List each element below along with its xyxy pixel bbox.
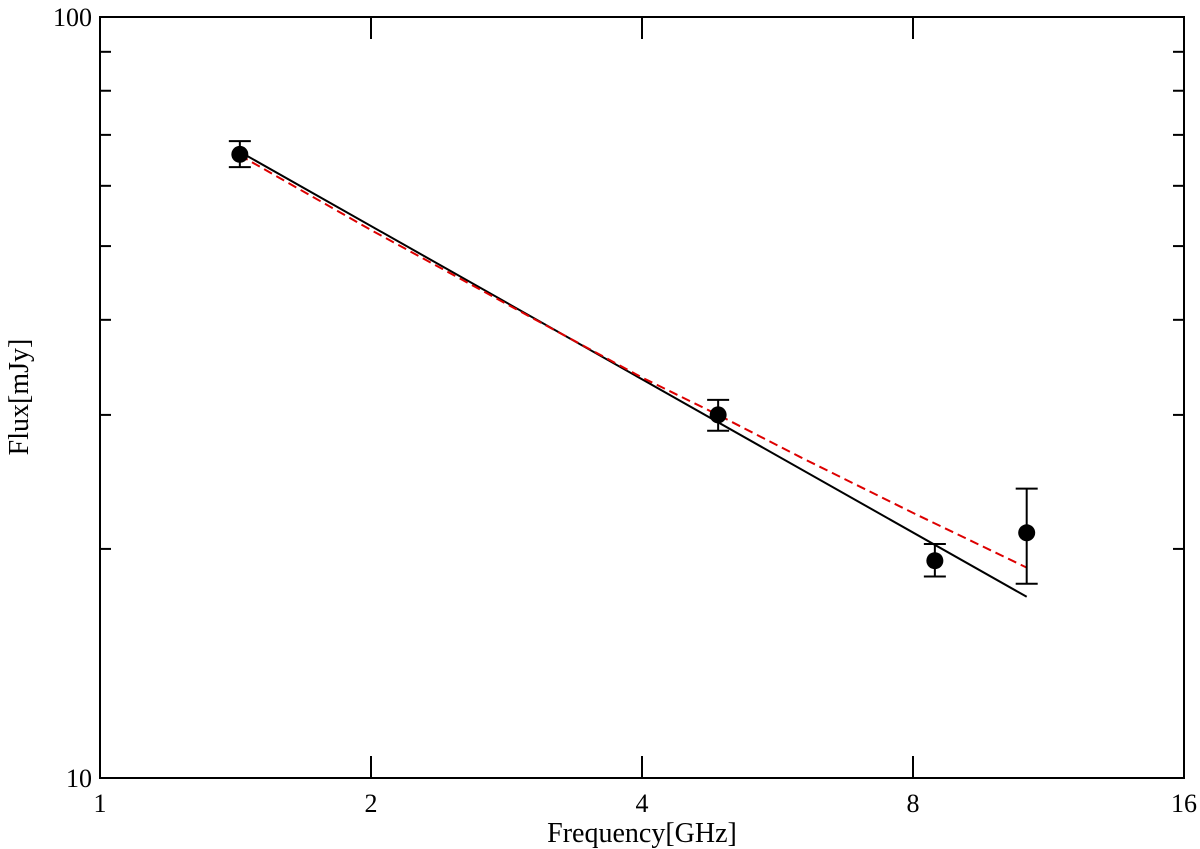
- y-tick-label: 100: [53, 3, 92, 32]
- data-point: [231, 145, 249, 163]
- y-axis-title: Flux[mJy]: [4, 339, 35, 456]
- x-tick-label: 1: [94, 789, 107, 818]
- plot-area: [228, 140, 1038, 598]
- x-tick-label: 4: [636, 789, 649, 818]
- x-tick-label: 2: [365, 789, 378, 818]
- data-point: [709, 406, 727, 424]
- data-point: [1018, 524, 1036, 542]
- fit-line-dashed: [239, 154, 1028, 569]
- x-axis-title: Frequency[GHz]: [547, 818, 737, 849]
- x-tick-label: 16: [1171, 789, 1197, 818]
- x-tick-label: 8: [907, 789, 920, 818]
- y-tick-label: 10: [66, 764, 92, 793]
- axis-ticks: 1 2 4 8 16 10 100: [53, 3, 1197, 818]
- plot-frame: [99, 16, 1185, 779]
- data-point: [926, 552, 944, 570]
- fit-line-solid: [239, 150, 1028, 598]
